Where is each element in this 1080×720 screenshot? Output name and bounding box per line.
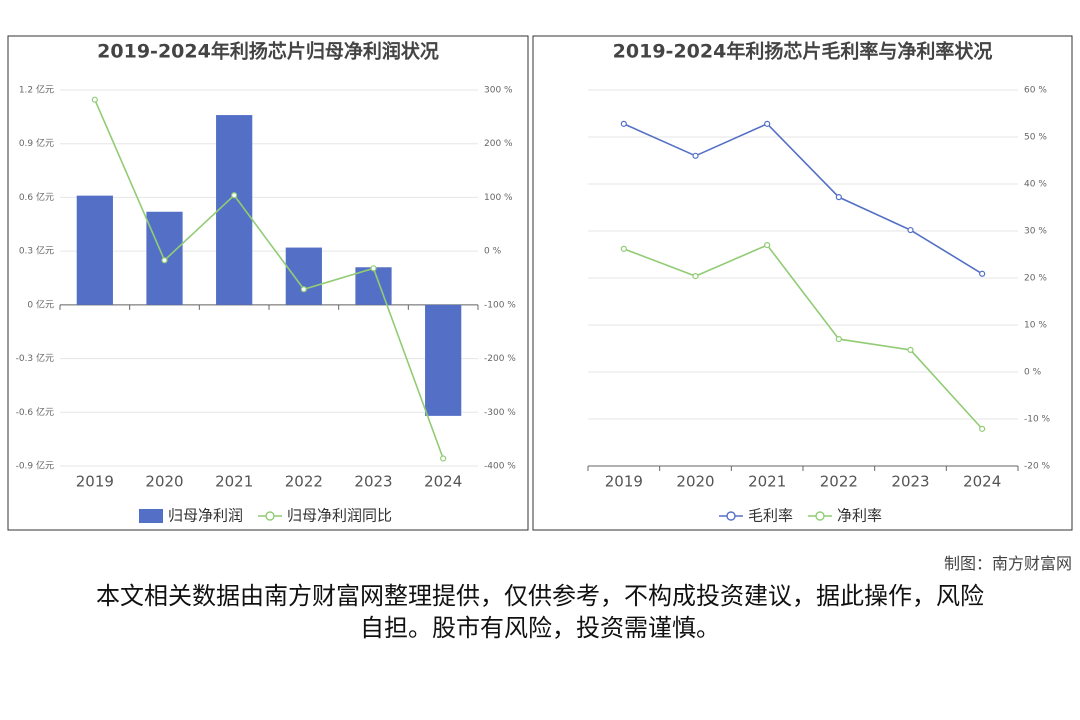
y-tick-label: 30 % [1024,227,1047,237]
bar [285,247,322,305]
x-tick-label: 2022 [285,473,323,491]
legend-icon [265,511,275,521]
point [835,194,842,201]
point [907,346,914,354]
chart-frame [532,35,1073,531]
point [440,455,447,462]
chart-title: 2019-2024年利扬芯片毛利率与净利率状况 [613,40,993,63]
legend-label: 毛利率 [748,507,793,525]
y2-tick-label: 200 % [484,139,513,149]
x-tick-label: 2021 [215,473,253,491]
line [623,122,983,275]
chart-title: 2019-2024年利扬芯片归母净利润状况 [97,40,439,63]
y-tick-label: -0.3 亿元 [16,352,54,364]
y-tick-label: 0 % [1024,368,1042,378]
point [835,336,842,343]
x-tick-label: 2020 [145,473,183,491]
point [370,265,377,272]
y-tick-label: 0 亿元 [27,298,54,310]
point [620,245,627,252]
legend-label: 归母净利润 [168,507,243,525]
y2-tick-label: 300 % [484,86,513,96]
y2-tick-label: 100 % [484,193,513,203]
y-tick-label: -10 % [1024,415,1051,425]
point [620,120,627,127]
legend-icon [815,511,825,521]
x-tick-label: 2022 [820,473,858,491]
y-tick-label: -20 % [1024,462,1051,472]
y2-tick-label: -300 % [484,408,516,418]
x-tick-label: 2020 [676,473,714,491]
y-tick-label: 50 % [1024,133,1047,143]
point [764,120,771,127]
credit: 制图：南方财富网 [943,554,1072,573]
x-tick-label: 2021 [748,473,786,491]
legend-label: 归母净利润同比 [287,507,392,525]
y-tick-label: 60 % [1024,86,1047,96]
line [94,99,444,459]
point [907,226,914,234]
y2-tick-label: 0 % [484,247,502,257]
bar [76,195,113,305]
point [91,96,98,103]
legend-label: 净利率 [837,507,882,525]
y-tick-label: 1.2 亿元 [19,84,54,96]
point [300,286,307,293]
x-tick-label: 2023 [891,473,929,491]
point [161,257,168,264]
chart-frame [7,35,529,531]
x-tick-label: 2024 [963,473,1001,491]
point [692,152,699,159]
legend-icon [726,511,736,521]
point [979,270,986,277]
disclaimer: 本文相关数据由南方财富网整理提供，仅供参考，不构成投资建议，据此操作，风险自担。… [96,582,984,642]
legend-icon [139,509,163,523]
y-tick-label: 10 % [1024,321,1047,331]
bar [425,304,462,416]
bar [355,267,392,305]
y-tick-label: -0.6 亿元 [16,406,54,418]
y2-tick-label: -100 % [484,300,516,310]
point [764,242,771,249]
bar [216,115,253,305]
y-tick-label: 40 % [1024,180,1047,190]
y2-tick-label: -400 % [484,462,516,472]
y2-tick-label: -200 % [484,354,516,364]
y-tick-label: -0.9 亿元 [16,460,54,472]
x-tick-label: 2019 [605,473,643,491]
line [623,244,983,430]
y-tick-label: 0.3 亿元 [19,245,54,257]
point [692,273,699,280]
x-tick-label: 2023 [354,473,392,491]
x-tick-label: 2024 [424,473,462,491]
point [979,425,986,432]
y-tick-label: 0.9 亿元 [19,137,54,149]
y-tick-label: 20 % [1024,274,1047,284]
point [231,192,238,199]
x-tick-label: 2019 [76,473,114,491]
y-tick-label: 0.6 亿元 [19,191,54,203]
